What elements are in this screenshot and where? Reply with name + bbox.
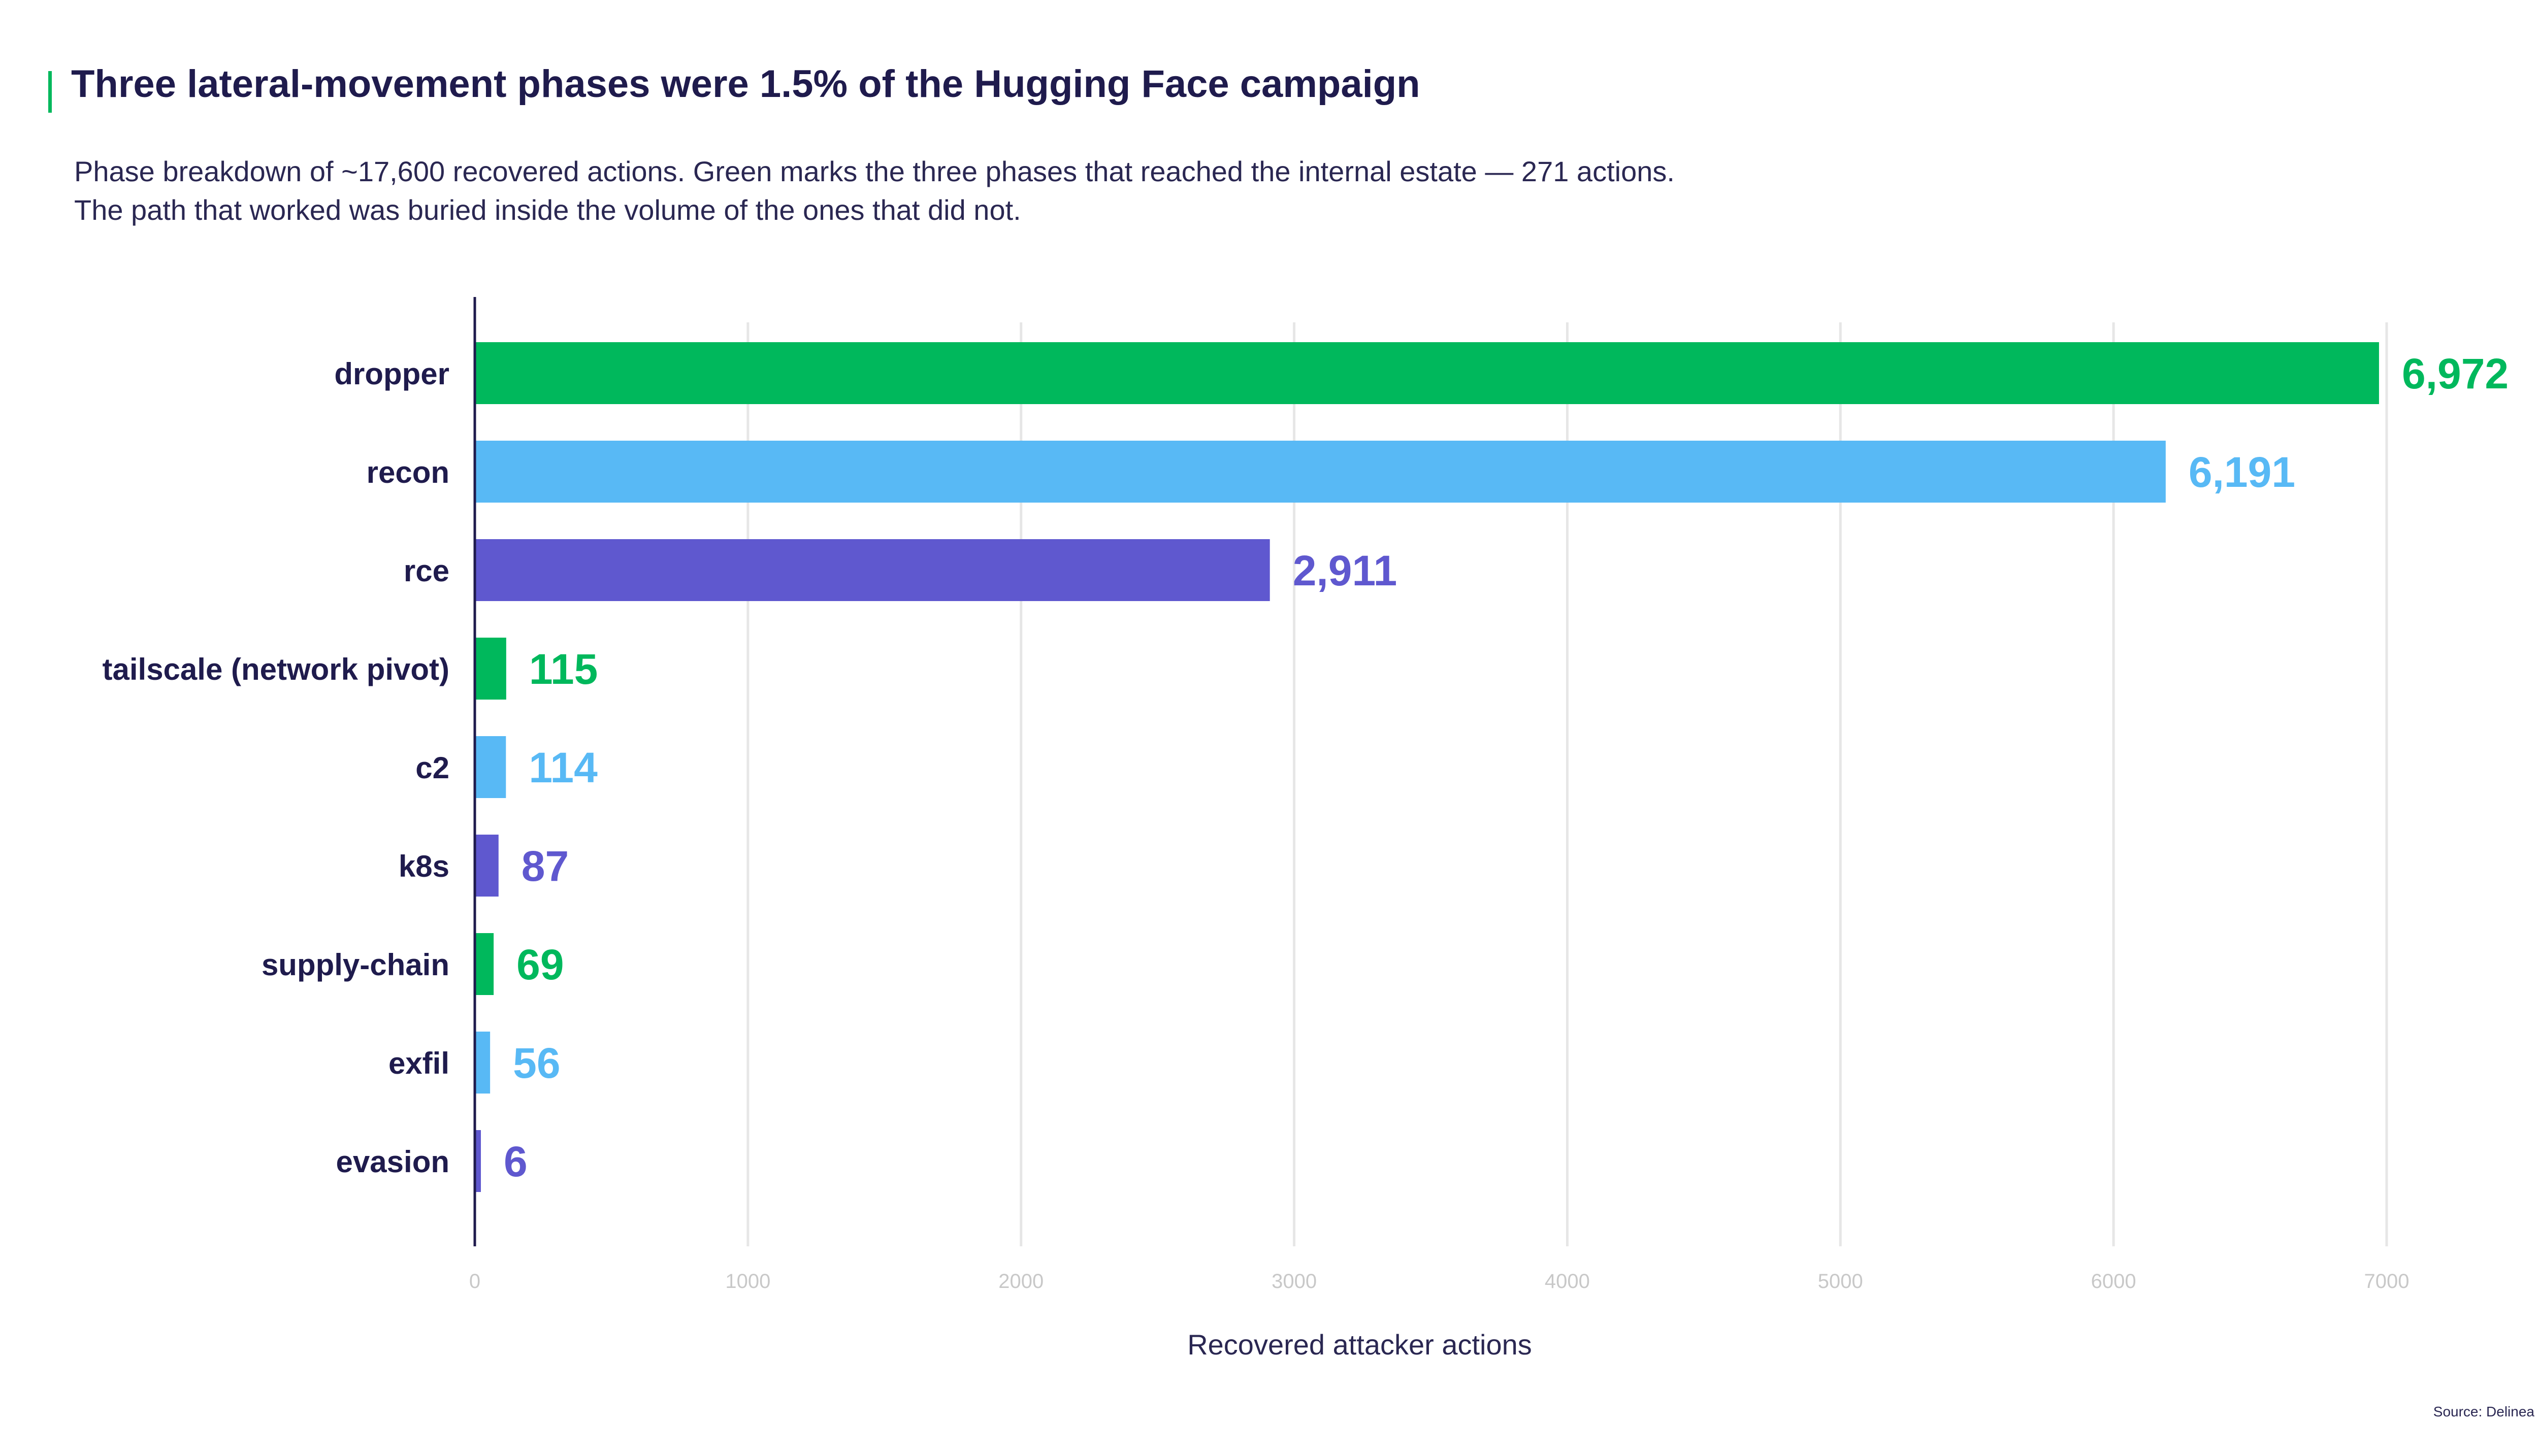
value-label: 6: [504, 1138, 528, 1185]
value-label: 56: [513, 1039, 560, 1087]
category-label: rce: [404, 554, 449, 588]
source-note: Source: Delinea: [2433, 1404, 2534, 1419]
bar-dropper: [475, 342, 2379, 404]
category-label: supply-chain: [262, 948, 449, 982]
value-label: 2,911: [1293, 547, 1397, 594]
x-tick-label: 6000: [2091, 1270, 2136, 1293]
x-tick-label: 0: [469, 1270, 480, 1293]
bar-evasion: [475, 1130, 481, 1192]
bars: [475, 342, 2379, 1192]
x-tick-label: 2000: [998, 1270, 1044, 1293]
x-axis-title: Recovered attacker actions: [1187, 1329, 1532, 1361]
category-label: exfil: [388, 1046, 449, 1080]
category-label: k8s: [399, 849, 449, 883]
bar-tailscale-network-pivot: [475, 638, 506, 700]
x-tick-label: 7000: [2364, 1270, 2410, 1293]
title-accent-bar: [48, 71, 52, 113]
x-tick-label: 1000: [725, 1270, 770, 1293]
category-label: evasion: [336, 1145, 449, 1179]
x-tick-label: 5000: [1818, 1270, 1863, 1293]
bar-c2: [475, 736, 506, 798]
value-label: 6,191: [2189, 448, 2295, 496]
category-label: c2: [415, 751, 449, 785]
x-tick-label: 4000: [1545, 1270, 1590, 1293]
subtitle-line-2: The path that worked was buried inside t…: [74, 194, 1021, 226]
value-labels: 6,972 6,191 2,911 115 114 87 69 56 6: [504, 350, 2509, 1185]
chart-title: Three lateral-movement phases were 1.5% …: [71, 62, 1420, 106]
value-label: 115: [529, 645, 598, 693]
category-label: tailscale (network pivot): [103, 652, 450, 686]
bar-recon: [475, 441, 2166, 503]
value-label: 69: [516, 941, 564, 988]
x-tick-label: 3000: [1272, 1270, 1317, 1293]
subtitle-line-1: Phase breakdown of ~17,600 recovered act…: [74, 155, 1675, 187]
value-label: 6,972: [2402, 350, 2509, 398]
bar-supply-chain: [475, 933, 494, 995]
category-label: recon: [367, 455, 449, 489]
bar-exfil: [475, 1032, 491, 1094]
bar-k8s: [475, 835, 499, 897]
category-labels: dropper recon rce tailscale (network pivot)…: [103, 357, 450, 1179]
value-label: 87: [522, 842, 569, 890]
bar-rce: [475, 539, 1270, 601]
category-label: dropper: [334, 357, 449, 391]
value-label: 114: [529, 744, 598, 791]
x-tick-labels: 0 1000 2000 3000 4000 5000 6000 7000: [469, 1270, 2410, 1293]
chart-subtitle: Phase breakdown of ~17,600 recovered act…: [74, 152, 1675, 229]
